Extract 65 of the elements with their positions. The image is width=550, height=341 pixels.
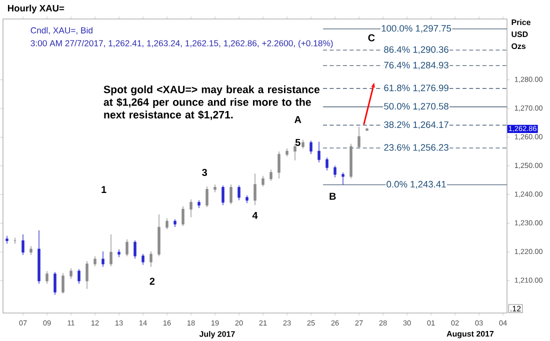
annotation: 1 xyxy=(102,186,106,193)
candlestick xyxy=(222,185,224,206)
candlestick xyxy=(158,214,160,257)
candlestick xyxy=(38,230,40,284)
candlestick xyxy=(6,236,8,244)
candlestick xyxy=(294,143,296,161)
candlestick xyxy=(150,251,152,268)
candlestick xyxy=(262,176,264,187)
annotation: 4 xyxy=(252,212,258,219)
ref-line-label: 0.0% 1,243.41 xyxy=(386,180,446,189)
annotation: 5 xyxy=(295,139,300,146)
candlestick xyxy=(62,272,64,294)
candlestick xyxy=(350,143,352,179)
candlestick xyxy=(190,199,192,218)
annotation: 2 xyxy=(150,278,155,285)
candlestick xyxy=(86,260,88,290)
text: Cndl, XAU=, Bid xyxy=(30,27,92,34)
candlestick xyxy=(198,200,200,208)
candlestick xyxy=(270,169,272,182)
candlestick xyxy=(246,195,248,204)
annotation: 3:00 AM 27/7/2017, 1,262.41, 1,263.24, 1,262.15, 1,262.86, +2.2600, (+0.18%) xyxy=(30,40,333,48)
candlestick xyxy=(174,218,176,228)
candlestick xyxy=(214,184,216,193)
annotation: C xyxy=(368,34,375,42)
ref-line-label: 50.0% 1,270.58 xyxy=(384,102,448,111)
ref-line-label: 76.4% 1,284.93 xyxy=(384,62,448,70)
ref-line-label: 23.6% 1,256.23 xyxy=(384,144,448,152)
candlestick xyxy=(30,246,32,256)
candlestick xyxy=(54,272,56,296)
candlestick xyxy=(310,140,312,154)
candlestick xyxy=(46,270,48,284)
candlestick xyxy=(78,268,80,284)
candlestick xyxy=(206,186,208,208)
candlestick xyxy=(286,148,288,157)
candlestick xyxy=(342,172,344,186)
candlestick xyxy=(326,157,328,171)
candlestick xyxy=(142,254,144,266)
candlestick xyxy=(22,234,24,256)
candlestick xyxy=(318,141,320,163)
candlestick xyxy=(126,238,128,257)
annotation: A xyxy=(294,116,302,123)
annotation: 3 xyxy=(202,168,208,176)
candlestick xyxy=(182,206,184,226)
ref-line-label: 100.0% 1,297.75 xyxy=(382,25,452,33)
ref-line-label: 61.8% 1,276.99 xyxy=(384,84,448,92)
candlestick xyxy=(14,237,16,244)
chart-title: Hourly XAU= xyxy=(8,4,64,14)
candlestick xyxy=(238,185,240,201)
ref-line-label: 86.4% 1,290.36 xyxy=(384,46,448,54)
candlestick xyxy=(302,139,304,149)
candlestick xyxy=(366,128,368,132)
ref-line-label: 38.2% 1,264.17 xyxy=(384,121,448,130)
candlestick xyxy=(134,240,136,260)
candlestick xyxy=(334,165,336,178)
candlestick xyxy=(94,256,96,267)
candlestick xyxy=(278,151,280,179)
candlestick xyxy=(230,184,232,205)
candlestick xyxy=(254,173,256,206)
annotation: B xyxy=(330,192,336,200)
candlestick xyxy=(110,234,112,267)
candlestick xyxy=(118,248,120,258)
candlestick xyxy=(70,268,72,280)
candlestick xyxy=(102,251,104,268)
candlestick xyxy=(358,126,360,149)
candlestick xyxy=(166,218,168,230)
